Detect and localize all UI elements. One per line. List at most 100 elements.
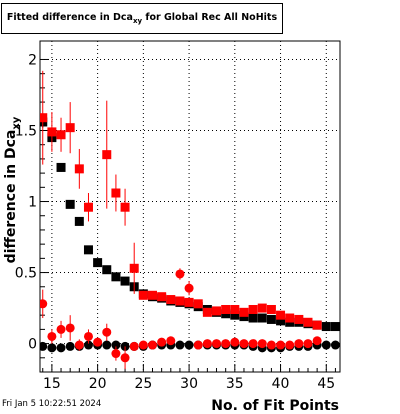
x-axis-title: No. of Fit Points [211,398,339,414]
data-point-square [321,322,331,332]
timestamp: Fri Jan 5 10:22:51 2024 [2,399,102,409]
data-point-square [56,162,66,172]
data-point-square [266,314,276,324]
data-point-square [93,258,103,268]
data-point-square [230,310,240,320]
data-point-square [257,303,267,313]
data-point-square [312,320,322,330]
chart-title-prefix: Fitted difference in Dca [6,12,133,24]
data-point-square [285,313,295,323]
data-point-circle [175,269,185,279]
data-point-circle [248,339,258,349]
data-point-circle [65,323,75,333]
x-tick-label: 40 [272,376,290,392]
data-point-square [129,263,139,273]
data-point-circle [166,336,176,346]
data-point-circle [93,337,103,347]
data-point-square [175,296,185,306]
data-point-circle [138,340,148,350]
data-point-square [74,216,84,226]
data-point-square [230,304,240,314]
data-point-square [111,188,121,198]
data-point-square [111,272,121,282]
x-tick-label: 30 [180,376,198,392]
data-point-circle [111,349,121,359]
chart-title-sub: xy [132,16,143,25]
data-point-square [248,304,258,314]
data-point-square [266,304,276,314]
data-point-square [102,265,112,275]
data-point-circle [56,324,66,334]
data-point-circle [239,339,249,349]
data-point-circle [184,340,194,350]
data-point-square [221,304,231,314]
data-point-square [239,307,249,317]
data-point-circle [285,340,295,350]
data-point-circle [193,340,203,350]
data-point-circle [120,353,130,363]
data-point-circle [266,340,276,350]
data-point-square [83,202,93,212]
y-tick-label: 0 [28,337,37,353]
data-point-square [148,290,157,300]
data-point-circle [148,340,157,350]
data-markers [40,70,340,370]
data-point-circle [47,331,57,341]
data-point-square [74,164,84,174]
data-point-square [166,295,176,305]
x-tick-label: 45 [317,376,335,392]
data-point-square [65,123,75,133]
data-point-circle [221,339,231,349]
data-point-square [120,202,130,212]
x-tick-label: 35 [226,376,244,392]
data-point-circle [294,339,304,349]
chart-title-suffix: for Global Rec All NoHits [142,12,278,24]
data-point-circle [111,340,121,350]
data-point-circle [303,339,313,349]
data-point-square [157,292,167,302]
data-point-circle [47,343,57,353]
y-tick-label: 1 [28,195,37,211]
data-point-circle [83,340,93,350]
y-axis-title-main: difference in Dca [3,130,19,264]
data-point-circle [83,331,93,341]
data-point-circle [257,339,267,349]
data-point-circle [102,327,112,337]
data-point-circle [129,341,139,351]
data-point-square [83,245,93,255]
data-point-square [248,313,258,323]
data-point-square [120,276,130,286]
y-tick-label: 1.5 [15,123,37,139]
x-tick-label: 20 [89,376,107,392]
data-point-square [56,130,66,140]
data-point-circle [276,340,286,350]
data-point-square [330,322,340,332]
data-point-square [212,306,222,316]
data-point-square [193,299,203,309]
axis-ticks: 15 20 25 30 35 40 45 0 0.5 1 1.5 2 [15,52,336,392]
data-point-circle [321,340,331,350]
data-point-circle [330,340,340,350]
data-point-square [65,199,75,209]
x-tick-label: 25 [134,376,152,392]
data-point-square [40,113,48,123]
y-tick-label: 2 [28,52,37,68]
data-point-circle [312,336,322,346]
data-point-square [294,314,304,324]
data-point-circle [184,283,194,293]
chart-title: Fitted difference in Dcaxy for Global Re… [7,12,277,25]
chart-title-box: Fitted difference in Dcaxy for Global Re… [1,3,283,34]
data-point-circle [40,299,48,309]
y-tick-label: 0.5 [15,266,37,282]
data-point-circle [65,341,75,351]
data-point-circle [157,337,167,347]
data-point-square [276,310,286,320]
y-axis-title: difference in Dcaxy [3,116,22,263]
data-point-circle [230,337,240,347]
data-point-square [202,307,212,317]
data-point-square [184,297,194,307]
data-point-circle [202,339,212,349]
data-point-square [138,290,148,300]
data-point-square [102,150,112,160]
